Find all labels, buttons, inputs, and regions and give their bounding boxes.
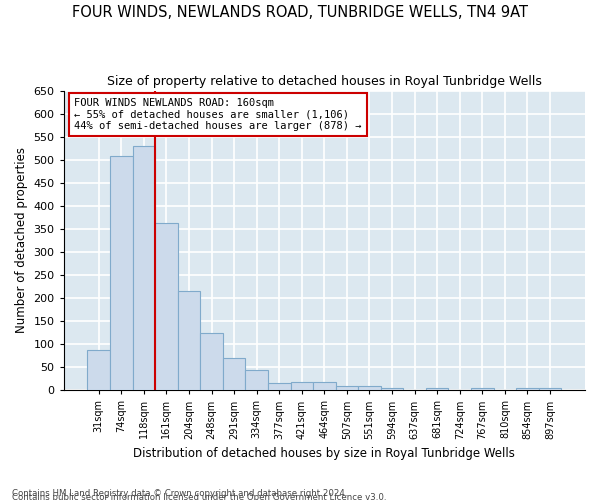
Bar xyxy=(200,332,223,390)
Text: Contains public sector information licensed under the Open Government Licence v3: Contains public sector information licen… xyxy=(12,494,386,500)
Bar xyxy=(539,388,562,390)
Bar xyxy=(245,370,268,390)
Bar xyxy=(133,146,155,390)
Bar xyxy=(155,223,178,390)
Bar xyxy=(358,386,381,390)
Bar xyxy=(110,156,133,390)
Bar xyxy=(381,388,403,390)
Bar xyxy=(471,388,494,390)
Bar xyxy=(335,386,358,390)
Text: FOUR WINDS, NEWLANDS ROAD, TUNBRIDGE WELLS, TN4 9AT: FOUR WINDS, NEWLANDS ROAD, TUNBRIDGE WEL… xyxy=(72,5,528,20)
Bar xyxy=(516,388,539,390)
X-axis label: Distribution of detached houses by size in Royal Tunbridge Wells: Distribution of detached houses by size … xyxy=(133,447,515,460)
Text: Contains HM Land Registry data © Crown copyright and database right 2024.: Contains HM Land Registry data © Crown c… xyxy=(12,488,347,498)
Bar xyxy=(88,350,110,391)
Bar xyxy=(178,291,200,390)
Bar xyxy=(313,382,335,390)
Bar xyxy=(223,358,245,390)
Text: FOUR WINDS NEWLANDS ROAD: 160sqm
← 55% of detached houses are smaller (1,106)
44: FOUR WINDS NEWLANDS ROAD: 160sqm ← 55% o… xyxy=(74,98,362,131)
Bar xyxy=(268,384,290,390)
Bar xyxy=(426,388,448,390)
Y-axis label: Number of detached properties: Number of detached properties xyxy=(15,148,28,334)
Bar xyxy=(290,382,313,390)
Title: Size of property relative to detached houses in Royal Tunbridge Wells: Size of property relative to detached ho… xyxy=(107,75,542,88)
